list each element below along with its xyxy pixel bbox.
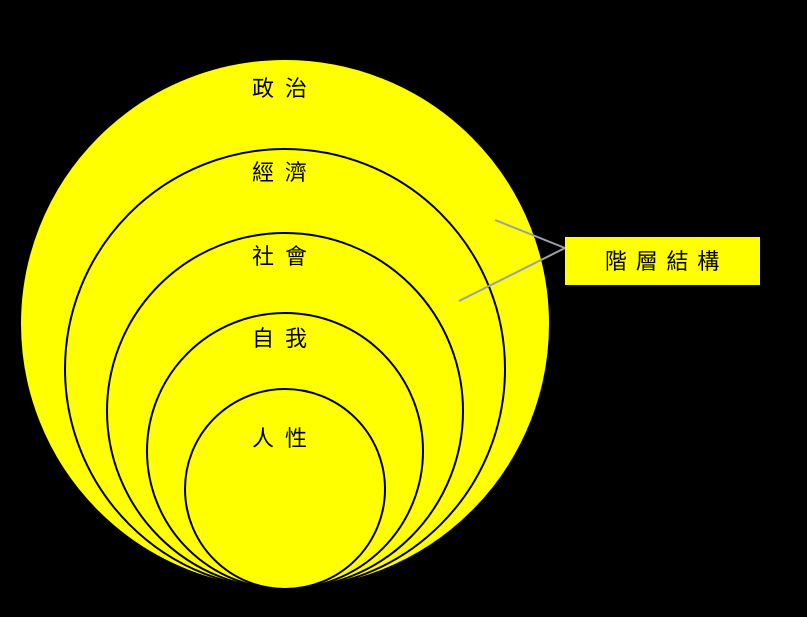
diagram-canvas: 政治經濟社會自我人性 階層結構 [0,0,807,617]
layer-label-1: 經濟 [252,160,318,185]
layer-circle-4 [185,389,385,589]
layer-label-4: 人性 [252,426,318,451]
layer-label-2: 社會 [252,244,318,269]
callout-label: 階層結構 [605,249,728,274]
layer-label-0: 政治 [252,76,318,101]
nested-circles: 政治經濟社會自我人性 [20,59,550,589]
layer-label-3: 自我 [252,326,318,351]
